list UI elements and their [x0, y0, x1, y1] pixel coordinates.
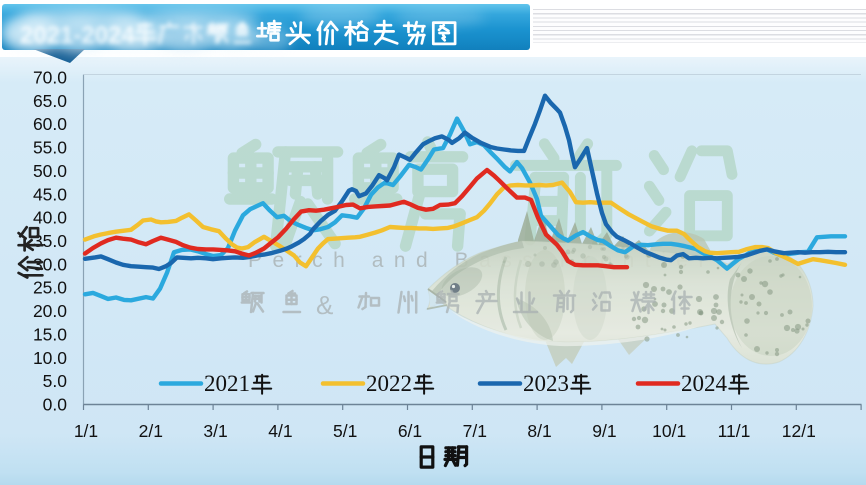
- svg-text:7/1: 7/1: [463, 421, 487, 441]
- svg-text:0.0: 0.0: [43, 395, 68, 415]
- svg-text:45.0: 45.0: [33, 184, 67, 204]
- svg-text:40.0: 40.0: [33, 208, 67, 228]
- svg-text:30.0: 30.0: [33, 254, 67, 274]
- svg-text:2023: 2023: [523, 371, 569, 396]
- svg-text:55.0: 55.0: [33, 138, 67, 158]
- svg-text:4/1: 4/1: [268, 421, 292, 441]
- svg-text:70.0: 70.0: [33, 68, 67, 88]
- svg-text:5.0: 5.0: [43, 371, 68, 391]
- svg-text:10.0: 10.0: [33, 348, 67, 368]
- svg-text:2021: 2021: [204, 371, 250, 396]
- svg-text:25.0: 25.0: [33, 278, 67, 298]
- svg-text:6/1: 6/1: [398, 421, 422, 441]
- svg-text:65.0: 65.0: [33, 91, 67, 111]
- svg-text:11/1: 11/1: [718, 421, 751, 441]
- svg-text:8/1: 8/1: [527, 421, 551, 441]
- svg-text:12/1: 12/1: [782, 421, 816, 441]
- svg-text:15.0: 15.0: [33, 324, 67, 344]
- svg-text:60.0: 60.0: [33, 114, 67, 134]
- svg-text:2022: 2022: [366, 371, 412, 396]
- svg-text:5/1: 5/1: [333, 421, 357, 441]
- svg-text:2/1: 2/1: [139, 421, 163, 441]
- svg-text:3/1: 3/1: [203, 421, 227, 441]
- svg-text:50.0: 50.0: [33, 161, 67, 181]
- svg-text:10/1: 10/1: [652, 421, 686, 441]
- svg-text:20.0: 20.0: [33, 301, 67, 321]
- svg-text:9/1: 9/1: [592, 421, 616, 441]
- svg-text:&: &: [316, 290, 333, 320]
- svg-text:2024: 2024: [681, 371, 728, 396]
- svg-text:1/1: 1/1: [74, 421, 98, 441]
